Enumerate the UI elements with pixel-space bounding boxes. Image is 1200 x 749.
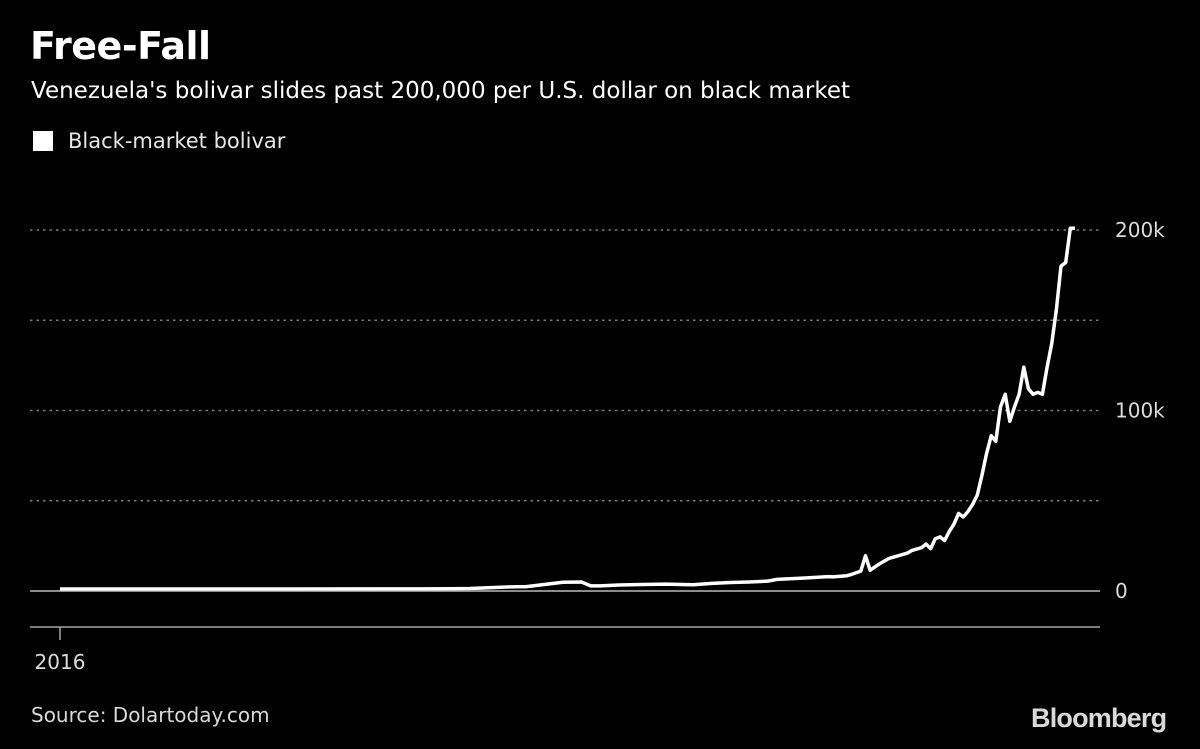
y-tick-label-2: 100k [1115,399,1165,423]
x-tick-label-0: 2016 [35,650,86,674]
series-line-0 [60,226,1075,591]
legend-swatch [33,131,53,151]
legend: Black-market bolivar [33,128,285,154]
y-tick-label-0: 0 [1115,579,1128,603]
chart-subtitle: Venezuela's bolivar slides past 200,000 … [31,78,851,104]
legend-label: Black-market bolivar [68,129,286,153]
y-tick-label-4: 200k [1115,218,1165,242]
series-layer [60,226,1075,591]
chart-title: Free-Fall [30,24,211,68]
source-note: Source: Dolartoday.com [31,703,270,727]
gridlines [30,229,1100,592]
x-axis [30,626,1100,640]
bloomberg-logo: Bloomberg [1031,703,1167,733]
tick-labels: 0 100k 200k 2016 [35,218,1166,674]
